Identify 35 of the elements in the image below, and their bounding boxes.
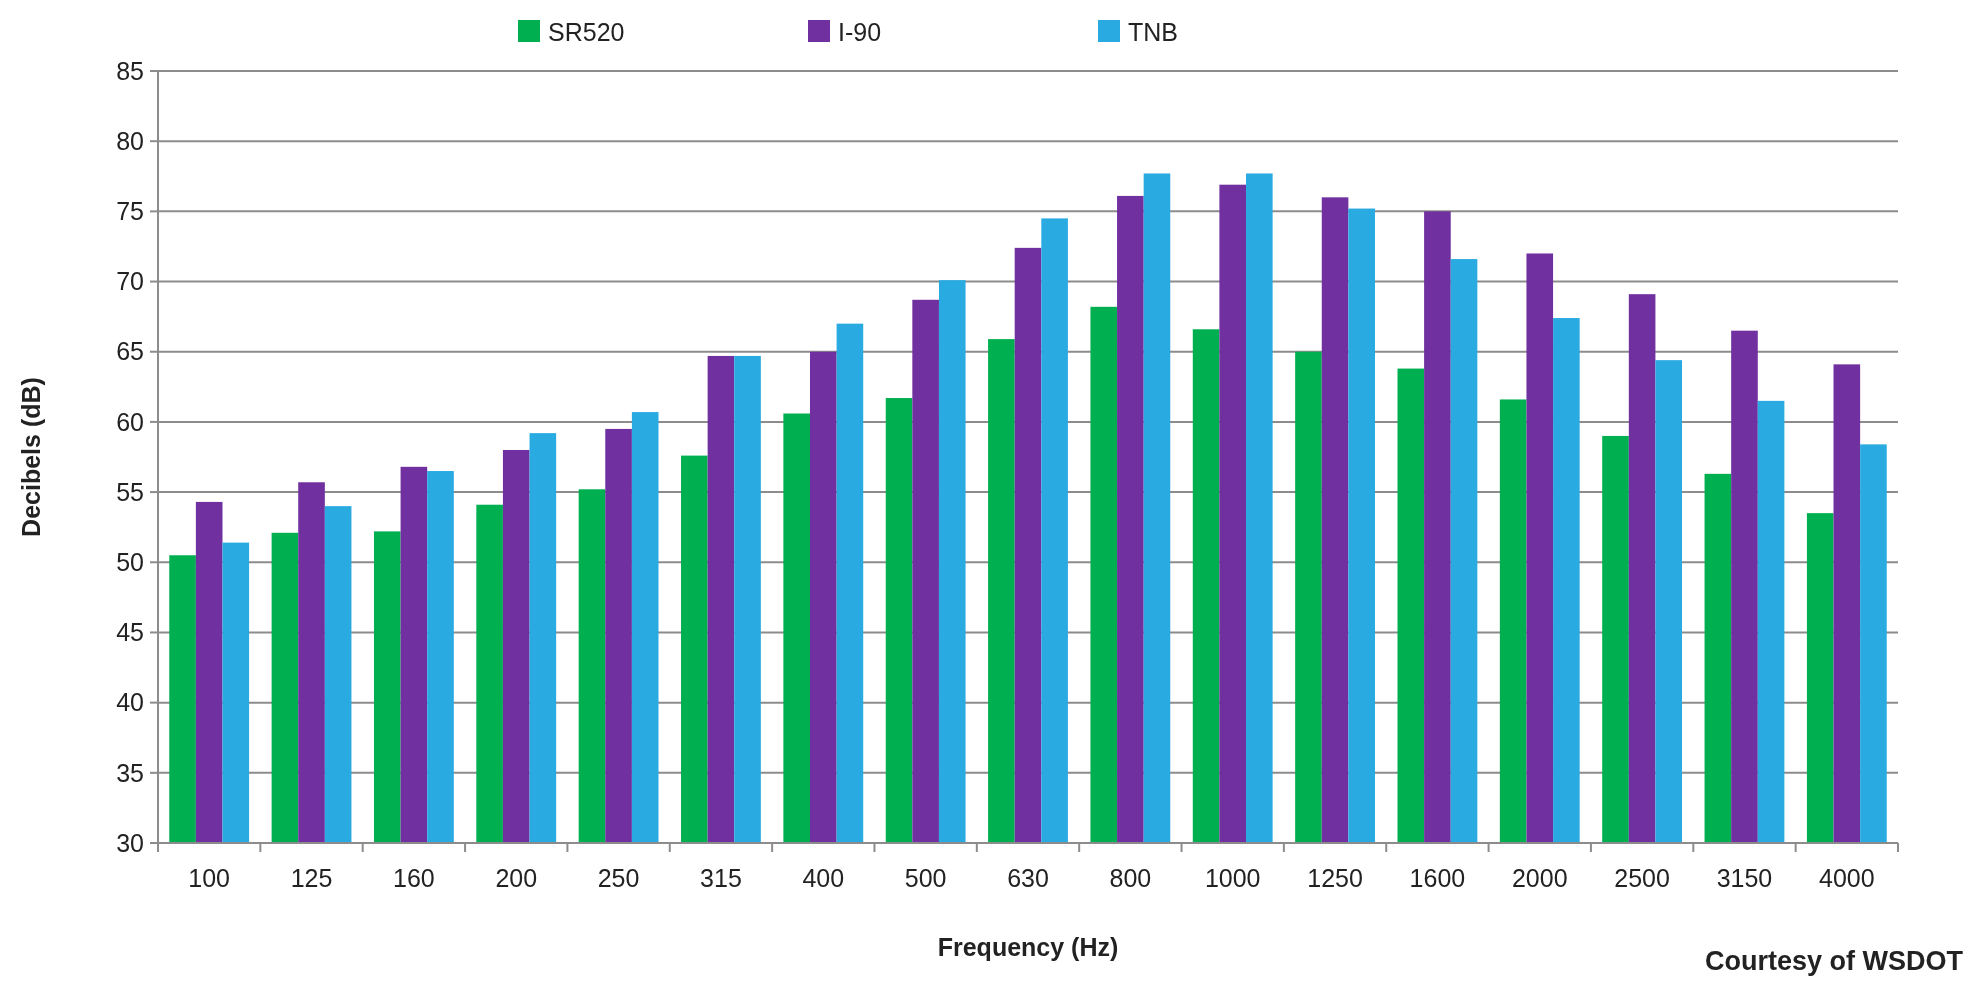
y-tick-label: 45: [116, 618, 144, 647]
x-tick-label: 2500: [1614, 864, 1670, 892]
x-tick-label: 1600: [1409, 864, 1466, 892]
y-tick-label: 80: [116, 126, 144, 155]
x-tick-label: 160: [393, 864, 435, 892]
text: Courtesy of WSDOT: [1704, 946, 1964, 976]
x-tick-label: 630: [1007, 864, 1049, 892]
y-tick-label: 35: [116, 758, 144, 787]
x-tick-label: 100: [188, 864, 231, 892]
x-tick-label: 4000: [1819, 864, 1875, 892]
x-tick-label: 500: [904, 864, 947, 892]
y-tick-label: 50: [116, 548, 144, 577]
x-tick-label: 400: [802, 864, 845, 892]
y-tick-label: 65: [116, 337, 144, 366]
x-tick-label: 800: [1109, 864, 1152, 892]
y-tick-label: 70: [116, 267, 144, 296]
x-tick-label: 3150: [1716, 864, 1773, 892]
x-tick-label: 200: [495, 864, 538, 892]
x-tick-label: 250: [597, 864, 640, 892]
x-tick-label: 1250: [1307, 864, 1363, 892]
legend-label: TNB: [1128, 17, 1178, 46]
y-tick-label: 75: [116, 197, 144, 226]
y-tick-label: 60: [116, 407, 144, 436]
x-axis-title: Frequency (Hz): [937, 933, 1119, 961]
legend-label: I-90: [838, 17, 882, 46]
x-tick-label: 1000: [1204, 864, 1261, 892]
x-tick-label: 2000: [1511, 864, 1568, 892]
x-tick-label: 125: [290, 864, 333, 892]
y-axis-title: Decibels (dB): [17, 377, 45, 537]
legend-label: SR520: [548, 17, 625, 46]
y-tick-label: 40: [116, 688, 144, 717]
y-tick-label: 55: [116, 477, 144, 506]
y-tick-label: 30: [116, 828, 144, 857]
x-tick-label: 315: [700, 864, 742, 892]
y-tick-label: 85: [116, 56, 144, 85]
